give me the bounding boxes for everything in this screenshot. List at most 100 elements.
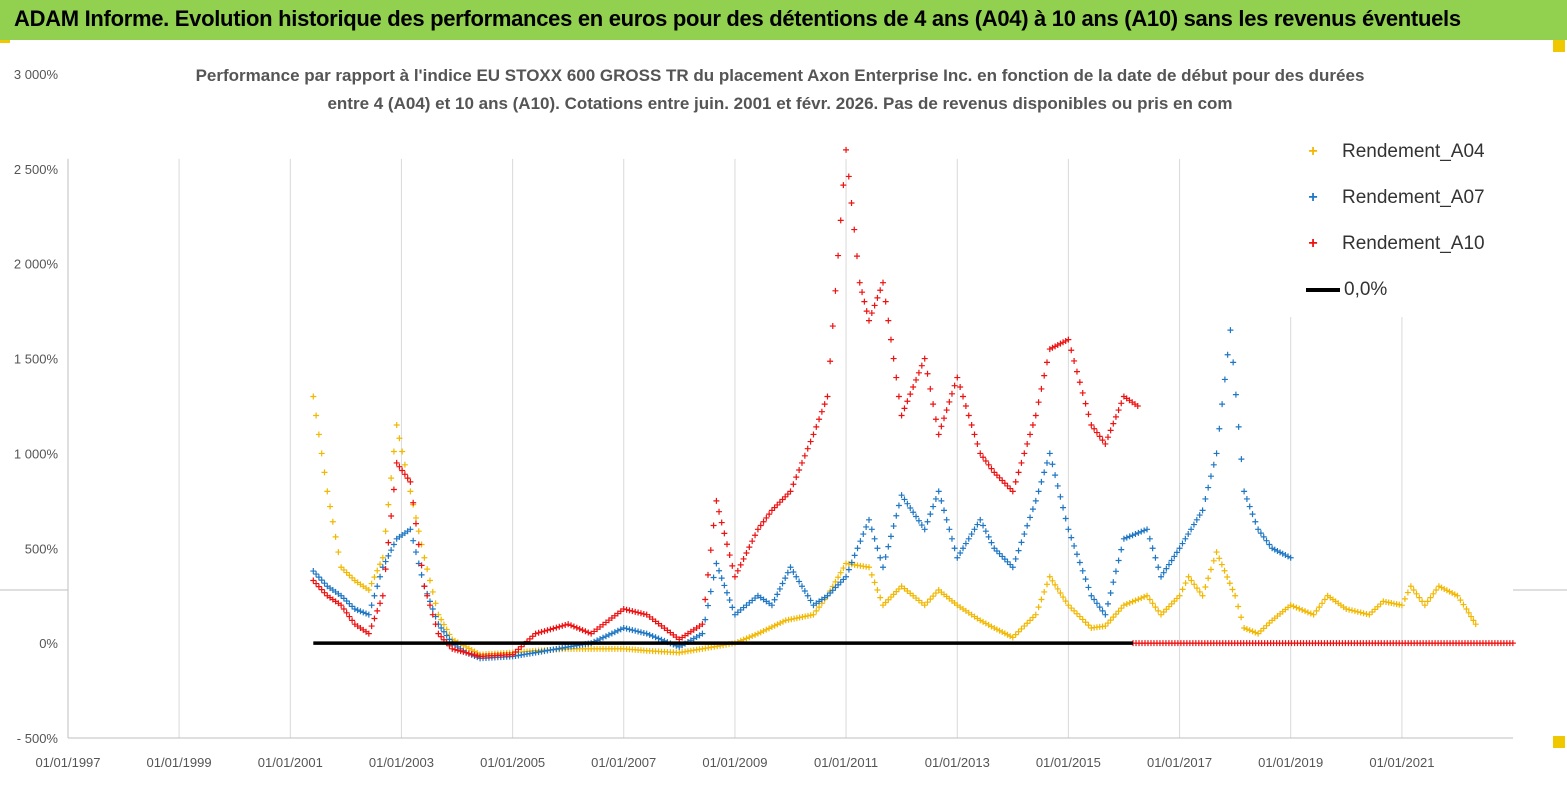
data-point	[1112, 568, 1119, 575]
data-point	[721, 530, 728, 537]
data-point	[1377, 601, 1384, 608]
data-point	[313, 580, 320, 587]
data-point	[882, 599, 889, 606]
data-point	[1044, 581, 1050, 588]
data-point	[1046, 450, 1053, 457]
data-point	[1427, 594, 1434, 601]
data-point	[1009, 564, 1016, 571]
data-point	[365, 611, 372, 618]
data-point	[1285, 553, 1292, 560]
data-point	[859, 289, 866, 296]
data-point	[426, 577, 433, 584]
data-point	[338, 602, 345, 609]
data-point	[1012, 631, 1019, 638]
data-point	[851, 552, 858, 559]
data-point	[1129, 598, 1136, 605]
data-point	[643, 630, 650, 637]
data-point	[404, 475, 411, 482]
data-point	[829, 323, 836, 330]
x-tick-label: 01/01/2013	[925, 755, 990, 770]
data-point	[1238, 456, 1245, 463]
data-point	[1057, 493, 1064, 500]
legend-marker-a10: +	[1308, 235, 1318, 252]
data-point	[1207, 566, 1214, 573]
data-point	[1004, 482, 1011, 489]
data-point	[1243, 626, 1250, 633]
data-point	[924, 370, 931, 377]
data-point	[1243, 495, 1250, 502]
legend-item-a07: + Rendement_A07	[1302, 186, 1484, 210]
data-point	[837, 217, 844, 224]
data-point	[315, 431, 322, 438]
report-banner: ADAM Informe. Evolution historique des p…	[0, 0, 1567, 40]
data-point	[1465, 609, 1472, 616]
data-point	[429, 588, 436, 595]
x-tick-label: 01/01/1999	[147, 755, 212, 770]
data-point	[968, 421, 975, 428]
data-point	[853, 253, 860, 260]
data-point	[1104, 434, 1111, 441]
data-point	[1457, 597, 1464, 604]
data-point	[840, 576, 847, 583]
data-point	[410, 537, 417, 544]
data-point	[1107, 590, 1114, 597]
data-point	[541, 628, 548, 635]
data-point	[954, 374, 961, 381]
data-point	[1110, 579, 1117, 586]
data-point	[407, 478, 414, 485]
data-point	[763, 514, 770, 521]
x-tick-label: 01/01/2001	[258, 755, 323, 770]
data-point	[804, 592, 811, 599]
data-point	[1171, 598, 1178, 605]
data-point	[1249, 511, 1256, 518]
data-point	[913, 376, 920, 383]
data-point	[1085, 622, 1092, 629]
data-point	[1321, 596, 1328, 603]
data-point	[965, 535, 972, 542]
data-point	[835, 252, 842, 259]
data-point	[782, 493, 789, 500]
data-point	[776, 499, 783, 506]
data-point	[390, 541, 397, 548]
data-point	[1199, 592, 1206, 599]
data-point	[1218, 561, 1225, 568]
data-point	[1241, 624, 1248, 631]
data-point	[1179, 540, 1186, 547]
data-point	[346, 600, 353, 607]
data-point	[757, 522, 764, 529]
data-point	[1082, 400, 1089, 407]
data-point	[713, 497, 720, 504]
data-point	[1293, 604, 1300, 611]
data-point	[868, 571, 875, 578]
data-point	[863, 523, 870, 530]
corner-mark-top-right	[1553, 40, 1565, 52]
data-point	[985, 533, 992, 540]
data-point	[1141, 593, 1148, 600]
data-point	[1001, 556, 1008, 563]
data-point	[1123, 601, 1130, 608]
data-point	[1024, 522, 1031, 529]
data-point	[1176, 545, 1183, 552]
data-point	[1413, 590, 1420, 597]
data-point	[1398, 602, 1405, 609]
x-tick-label: 01/01/1997	[35, 755, 100, 770]
data-point	[1149, 545, 1156, 552]
data-point	[954, 554, 961, 561]
data-point	[810, 431, 817, 438]
data-point	[827, 358, 834, 365]
data-point	[1134, 403, 1141, 409]
data-point	[655, 635, 662, 642]
data-point	[1018, 625, 1025, 632]
data-point	[993, 472, 1000, 479]
data-point	[1235, 423, 1242, 430]
data-point	[757, 629, 764, 636]
y-tick-label: 1 000%	[14, 446, 59, 461]
data-point	[1009, 488, 1016, 495]
data-point	[941, 507, 948, 514]
data-point	[1371, 606, 1378, 613]
data-point	[777, 620, 784, 627]
data-point	[340, 566, 347, 573]
data-point	[774, 591, 781, 598]
data-point	[890, 355, 897, 362]
data-point	[1041, 372, 1048, 379]
